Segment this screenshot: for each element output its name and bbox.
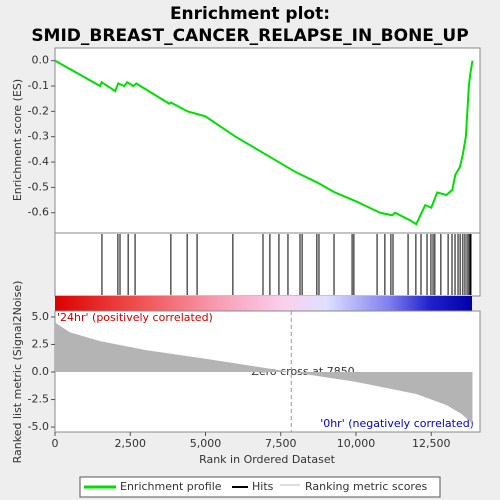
x-tick-label: 5,000 — [190, 437, 222, 450]
y-tick-label: -5.0 — [28, 420, 49, 433]
x-tick-label: 10,000 — [337, 437, 376, 450]
x-tick-label: 12,500 — [412, 437, 451, 450]
y-tick-label: 0.0 — [32, 365, 50, 378]
y-tick-label: -0.6 — [28, 206, 49, 219]
y-axis-label: Ranked list metric (Signal2Noise) — [11, 281, 24, 464]
legend-label: Hits — [252, 480, 274, 493]
legend — [79, 476, 441, 498]
y-tick-label: 5.0 — [32, 310, 50, 323]
annotation: '24hr' (positively correlated) — [57, 311, 213, 324]
y-tick-label: -0.2 — [28, 104, 49, 117]
annotation: '0hr' (negatively correlated) — [320, 417, 474, 430]
title: SMID_BREAST_CANCER_RELAPSE_IN_BONE_UP — [31, 26, 468, 46]
x-tick-label: 0 — [52, 437, 59, 450]
y-tick-label: -0.4 — [28, 155, 49, 168]
title: Enrichment plot: — [170, 4, 330, 24]
legend-label: Enrichment profile — [120, 480, 222, 493]
y-tick-label: -0.3 — [28, 130, 49, 143]
x-tick-label: 2,500 — [114, 437, 146, 450]
hits-panel — [54, 232, 481, 297]
y-axis-label: Enrichment score (ES) — [11, 79, 24, 201]
color-bar — [55, 296, 472, 311]
y-tick-label: 0.0 — [32, 54, 50, 67]
y-tick-label: -2.5 — [28, 393, 49, 406]
y-tick-label: 2.5 — [32, 337, 50, 350]
metric-area — [55, 322, 473, 428]
es-panel — [54, 47, 481, 234]
x-axis-label: Rank in Ordered Dataset — [199, 453, 336, 466]
x-tick-label: 7,500 — [265, 437, 297, 450]
y-tick-label: -0.1 — [28, 79, 49, 92]
y-tick-label: -0.5 — [28, 180, 49, 193]
es-curve — [54, 59, 474, 226]
legend-label: Ranking metric scores — [305, 480, 427, 493]
